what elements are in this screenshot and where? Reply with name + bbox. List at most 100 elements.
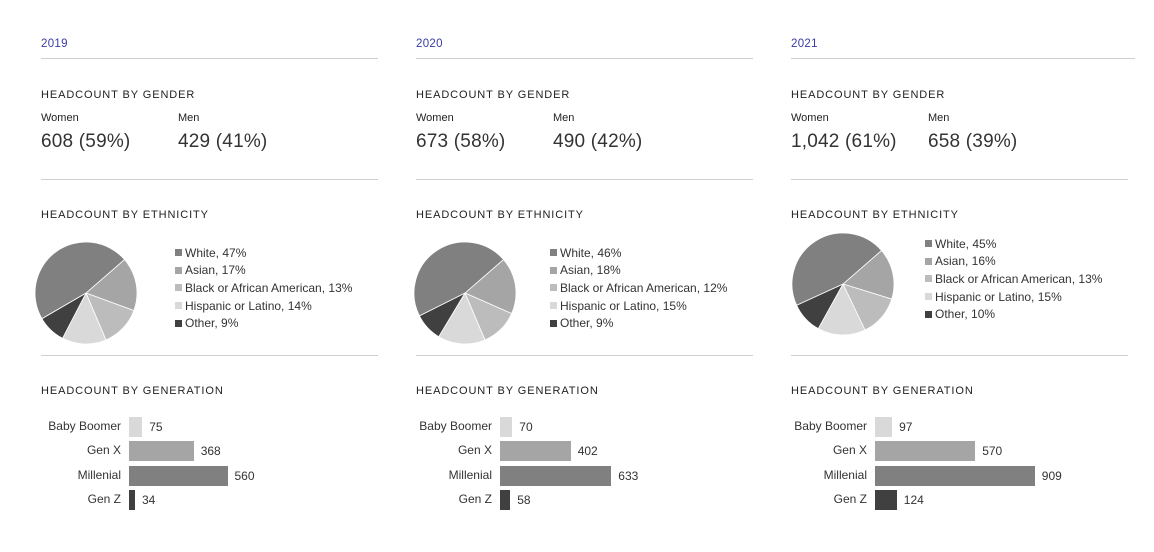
ethnicity-heading: HEADCOUNT BY ETHNICITY [416,209,584,221]
legend-item: Black or African American, 12% [550,279,727,297]
generation-row: Gen X 570 [787,441,1117,462]
legend-swatch [175,302,182,310]
legend-label: Asian, 16% [935,254,996,269]
section-divider [791,179,1128,180]
generation-row: Millenial 560 [41,465,371,486]
gender-heading: HEADCOUNT BY GENDER [416,89,571,101]
women-label: Women [416,112,454,124]
legend-label: Black or African American, 13% [935,271,1103,286]
generation-heading: HEADCOUNT BY GENERATION [791,385,974,397]
generation-bar [875,417,893,437]
pie-slice-white [34,241,126,320]
section-divider [41,179,378,180]
women-value: 608 (59%) [41,131,131,152]
legend-item: Other, 10% [925,305,1102,323]
pie-slice-hispanic-or-latino [438,292,486,345]
generation-value-label: 34 [142,492,156,507]
gender-heading: HEADCOUNT BY GENDER [791,89,946,101]
legend-label: Asian, 17% [185,263,246,278]
generation-heading: HEADCOUNT BY GENERATION [41,385,224,397]
generation-value-label: 570 [982,444,1003,459]
generation-row: Gen X 402 [412,441,742,462]
women-value: 673 (58%) [416,131,506,152]
generation-value-label: 560 [234,468,255,483]
generation-row: Gen Z 34 [41,489,371,510]
legend-label: Hispanic or Latino, 15% [935,289,1062,304]
legend-label: Hispanic or Latino, 14% [185,298,312,313]
generation-label-wrap: Gen Z [41,490,121,510]
legend-item: Black or African American, 13% [925,270,1102,288]
ethnicity-heading: HEADCOUNT BY ETHNICITY [791,209,959,221]
pie-slice-asian [85,258,138,312]
legend-item: White, 45% [925,235,1102,253]
legend-swatch [550,319,557,327]
men-label: Men [928,112,950,124]
legend-swatch [175,249,182,257]
generation-tick-label: Baby Boomer [419,419,492,433]
year-panel-2019: 2019 HEADCOUNT BY GENDER Women 608 (59%) Men… [34,0,381,552]
generation-label-wrap: Baby Boomer [787,417,867,437]
generation-value-label: 70 [519,420,533,434]
year-panel-2020: 2020 HEADCOUNT BY GENDER Women 673 (58%) Men… [413,0,756,552]
year-panel-2021: 2021 HEADCOUNT BY GENDER Women 1,042 (61%) M… [791,0,1135,552]
generation-row: Millenial 909 [787,465,1117,486]
generation-tick-label: Gen X [832,443,867,458]
year-label: 2020 [416,38,443,50]
legend-swatch [550,266,557,274]
generation-tick-label: Gen X [86,443,121,458]
section-divider [416,179,753,180]
generation-value-label: 75 [149,420,163,434]
generation-tick-label: Gen Z [87,491,121,506]
legend-swatch [925,240,932,248]
legend-label: Other, 9% [185,316,239,331]
legend-item: Other, 9% [550,314,727,332]
generation-value-label: 402 [577,444,598,459]
generation-row: Baby Boomer 75 [41,417,371,437]
legend-label: Asian, 18% [560,263,621,278]
pie-slice-white [791,232,883,306]
ethnicity-legend: White, 46% Asian, 18% Black or African Ame… [550,244,727,332]
legend-label: White, 47% [185,245,247,260]
generation-label-wrap: Millenial [787,466,867,486]
generation-value-label: 368 [200,444,221,459]
legend-swatch [925,293,932,301]
legend-item: Hispanic or Latino, 14% [175,297,352,315]
pie-slice-white [413,241,505,317]
men-value: 490 (42%) [553,131,643,152]
ethnicity-legend: White, 47% Asian, 17% Black or African Ame… [175,244,352,332]
section-divider [41,355,378,356]
generation-label-wrap: Millenial [412,466,492,486]
generation-tick-label: Gen Z [833,491,867,506]
pie-slice-asian [464,258,517,315]
year-divider [416,58,753,59]
pie-slice-asian [842,249,895,300]
legend-label: Black or African American, 12% [560,280,728,295]
year-label: 2019 [41,38,68,50]
legend-label: Black or African American, 13% [185,280,353,295]
generation-label-wrap: Gen X [787,441,867,461]
legend-label: White, 46% [560,245,622,260]
generation-label-wrap: Gen X [412,441,492,461]
women-label: Women [791,112,829,124]
generation-row: Gen X 368 [41,441,371,462]
section-divider [416,355,753,356]
generation-value-label: 633 [618,468,639,483]
men-value: 658 (39%) [928,131,1018,152]
generation-bar [500,417,513,437]
generation-bar [129,465,228,486]
ethnicity-pie-chart [791,232,895,336]
generation-label-wrap: Millenial [41,466,121,486]
legend-swatch [175,266,182,274]
generation-label-wrap: Gen Z [412,490,492,510]
generation-bar [875,465,1035,486]
legend-swatch [925,257,932,265]
generation-value-label: 58 [517,492,531,507]
legend-swatch [550,249,557,257]
generation-value-label: 97 [899,420,913,434]
generation-tick-label: Baby Boomer [794,419,867,433]
generation-bar [129,417,143,437]
year-label: 2021 [791,38,818,50]
generation-row: Baby Boomer 97 [787,417,1117,437]
men-label: Men [178,112,200,124]
legend-item: Asian, 18% [550,262,727,280]
